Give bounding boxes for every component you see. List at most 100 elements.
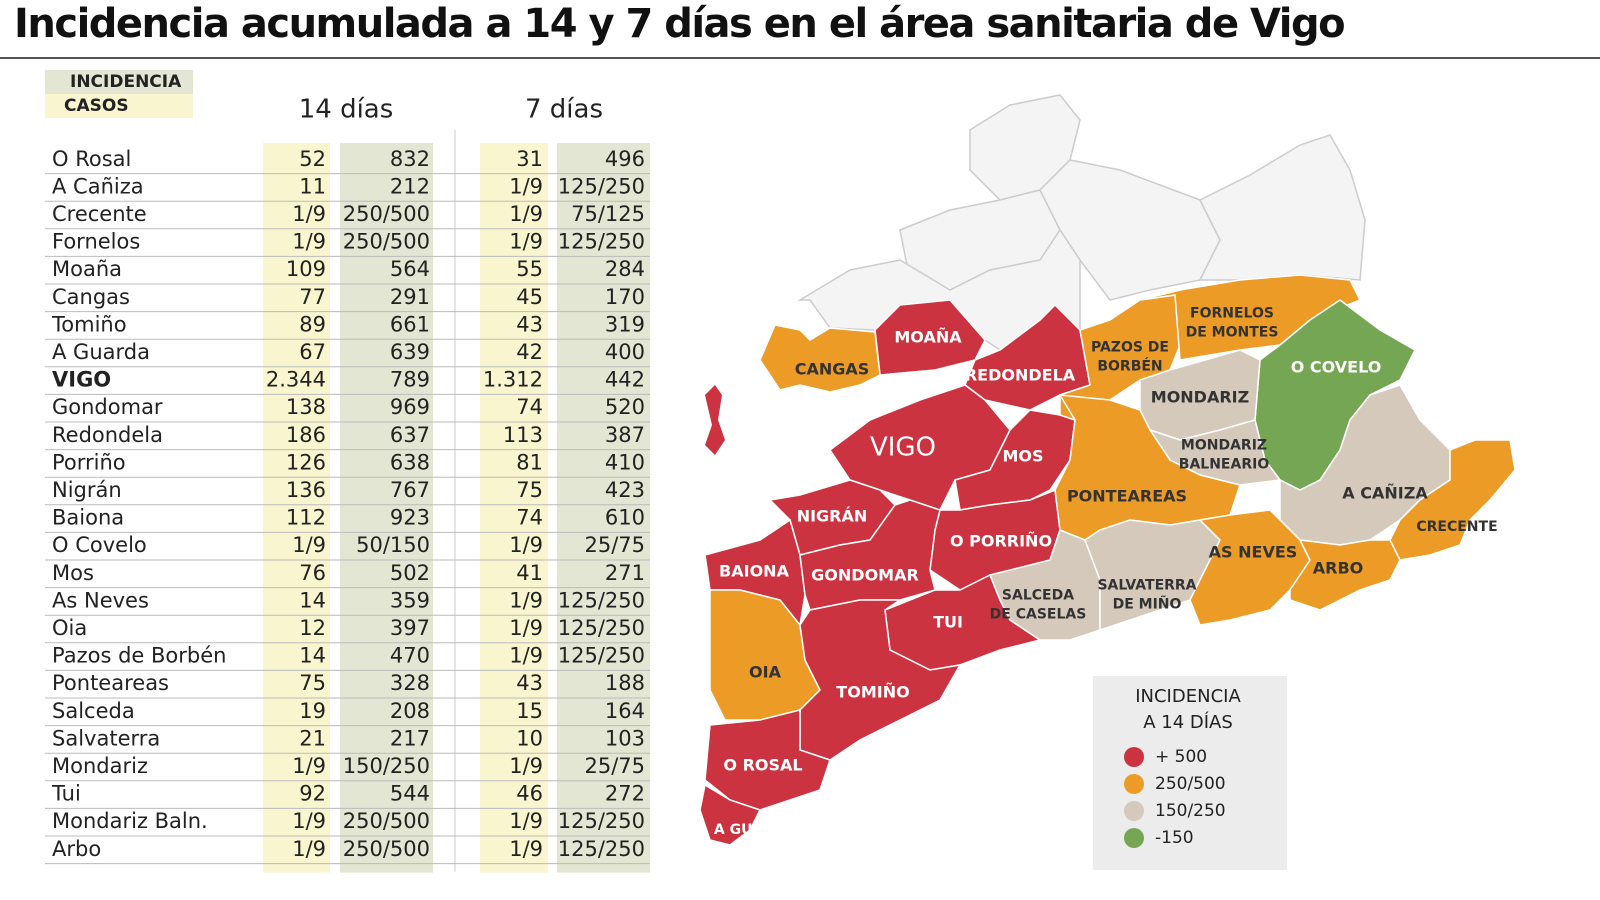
key-incidencia-box <box>45 70 193 94</box>
region-label: REDONDELA <box>965 366 1076 385</box>
row-value: 170 <box>605 285 645 309</box>
region-label: BALNEARIO <box>1179 457 1270 473</box>
row-value: 250/500 <box>343 202 430 226</box>
row-value: 43 <box>516 671 543 695</box>
row-name: Redondela <box>52 423 163 447</box>
row-name: Tomiño <box>51 312 127 336</box>
region-label: OIA <box>749 663 782 682</box>
title: Incidencia acumulada a 14 y 7 días en el… <box>14 1 1344 47</box>
row-value: 1/9 <box>292 202 326 226</box>
legend-swatch <box>1124 774 1144 794</box>
region <box>1289 539 1401 611</box>
row-value: 125/250 <box>558 616 645 640</box>
row-value: 271 <box>605 561 645 585</box>
region-label: DE CASELAS <box>990 607 1087 623</box>
region <box>704 709 831 811</box>
row-value: 188 <box>605 671 645 695</box>
row-value: 74 <box>516 395 543 419</box>
row-value: 272 <box>605 782 645 806</box>
region-label: MOS <box>1002 447 1043 466</box>
row-value: 14 <box>299 588 326 612</box>
region-label: MOAÑA <box>894 328 962 347</box>
row-value: 1.312 <box>483 368 543 392</box>
row-value: 186 <box>286 423 326 447</box>
row-value: 25/75 <box>584 754 645 778</box>
row-value: 2.344 <box>266 368 326 392</box>
row-value: 50/150 <box>356 533 430 557</box>
row-value: 1/9 <box>509 174 543 198</box>
row-name: Fornelos <box>52 230 140 254</box>
row-value: 470 <box>390 644 430 668</box>
region-label: SALCEDA <box>1002 588 1074 604</box>
row-value: 217 <box>390 726 430 750</box>
row-value: 319 <box>605 312 645 336</box>
row-value: 125/250 <box>558 174 645 198</box>
row-value: 767 <box>390 478 430 502</box>
row-value: 291 <box>390 285 430 309</box>
row-value: 125/250 <box>558 644 645 668</box>
row-value: 1/9 <box>509 809 543 833</box>
row-value: 19 <box>299 699 326 723</box>
key-casos-box <box>45 94 193 118</box>
region-label: A CAÑIZA <box>1342 484 1428 503</box>
row-value: 89 <box>299 312 326 336</box>
row-name: Salceda <box>52 699 135 723</box>
row-value: 328 <box>390 671 430 695</box>
row-value: 359 <box>390 588 430 612</box>
legend-label: 250/500 <box>1155 774 1226 794</box>
row-value: 67 <box>299 340 326 364</box>
region-label: VIGO <box>870 433 936 463</box>
row-value: 125/250 <box>558 230 645 254</box>
row-value: 520 <box>605 395 645 419</box>
region <box>699 783 762 846</box>
row-value: 1/9 <box>509 202 543 226</box>
row-value: 164 <box>605 699 645 723</box>
row-value: 112 <box>286 506 326 530</box>
row-name: Nigrán <box>52 478 122 502</box>
row-value: 410 <box>605 450 645 474</box>
row-value: 75 <box>516 478 543 502</box>
region-label: DE MIÑO <box>1113 596 1182 613</box>
row-value: 1/9 <box>292 230 326 254</box>
column-band <box>557 143 650 873</box>
row-name: Oia <box>52 616 87 640</box>
region-label: NIGRÁN <box>797 507 868 526</box>
row-value: 138 <box>286 395 326 419</box>
region <box>954 409 1076 511</box>
row-value: 1/9 <box>509 230 543 254</box>
region <box>874 299 986 376</box>
row-value: 969 <box>390 395 430 419</box>
row-value: 250/500 <box>343 230 430 254</box>
row-value: 43 <box>516 312 543 336</box>
row-value: 10 <box>516 726 543 750</box>
row-value: 387 <box>605 423 645 447</box>
row-value: 1/9 <box>509 754 543 778</box>
legend-title: INCIDENCIA <box>1135 686 1241 707</box>
region-label: DE MONTES <box>1186 325 1279 341</box>
row-value: 14 <box>299 644 326 668</box>
row-value: 77 <box>299 285 326 309</box>
row-value: 1/9 <box>509 837 543 861</box>
row-value: 52 <box>299 147 326 171</box>
row-value: 109 <box>286 257 326 281</box>
row-name: Baiona <box>52 506 124 530</box>
row-value: 639 <box>390 340 430 364</box>
region-label: MONDARIZ <box>1151 388 1249 407</box>
column-band <box>263 143 330 873</box>
row-value: 544 <box>390 782 430 806</box>
region-label: O PORRIÑO <box>950 532 1052 551</box>
row-value: 397 <box>390 616 430 640</box>
region-label: PAZOS DE <box>1091 340 1169 356</box>
row-value: 832 <box>390 147 430 171</box>
row-name: VIGO <box>52 368 111 392</box>
row-value: 31 <box>516 147 543 171</box>
row-name: O Rosal <box>52 147 131 171</box>
region-label: FORNELOS <box>1190 306 1274 322</box>
header-7: 7 días <box>525 95 603 125</box>
region <box>799 599 962 761</box>
row-name: Crecente <box>52 202 147 226</box>
map-area-plain <box>1198 134 1366 281</box>
region-label: AS NEVES <box>1209 543 1298 562</box>
row-value: 661 <box>390 312 430 336</box>
row-name: Salvaterra <box>52 726 160 750</box>
